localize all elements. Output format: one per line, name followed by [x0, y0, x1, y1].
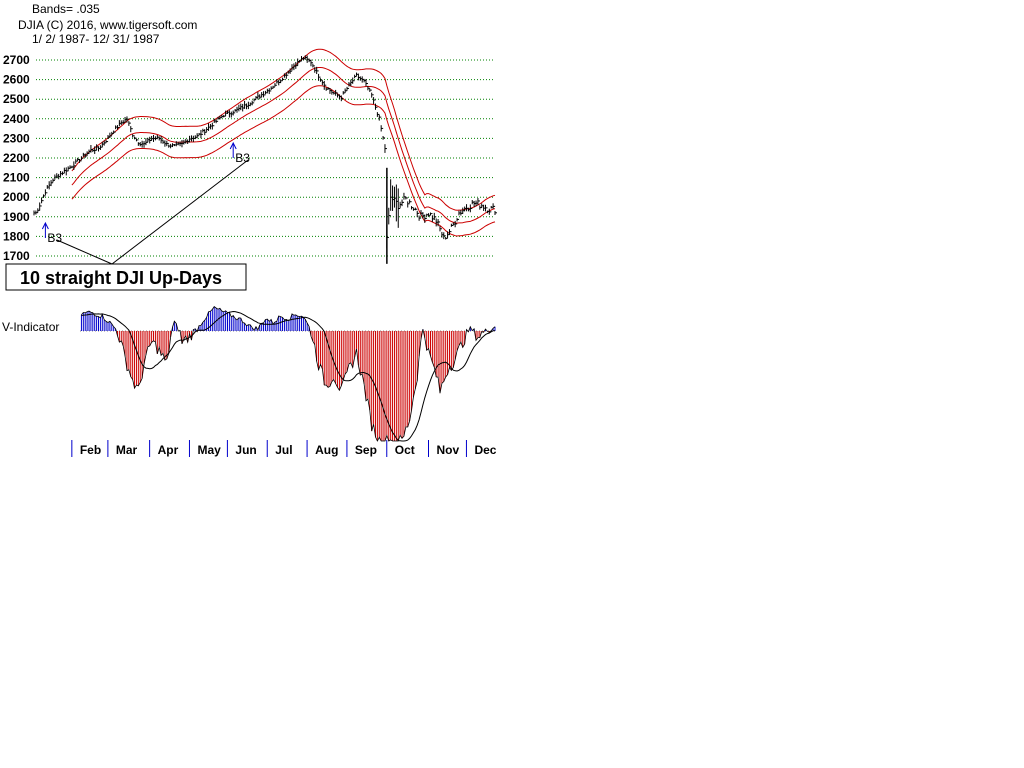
y-tick-label: 2700	[3, 53, 30, 67]
annotation-pointer-right	[111, 159, 249, 265]
moving-average	[71, 67, 496, 224]
indicator-label: V-Indicator	[2, 320, 59, 334]
price-bars	[33, 55, 497, 264]
month-label: Feb	[80, 443, 101, 457]
y-tick-label: 2000	[3, 190, 30, 204]
chart-title: DJIA (C) 2016, www.tigersoft.com	[18, 18, 197, 32]
month-label: May	[197, 443, 221, 457]
y-tick-label: 1800	[3, 229, 30, 243]
signal-arrowhead	[229, 141, 237, 150]
v-indicator-chart	[80, 306, 496, 442]
month-label: Sep	[355, 443, 377, 457]
upper-band	[71, 48, 496, 211]
signal-label: B3	[47, 231, 62, 245]
annotation-box	[5, 263, 247, 291]
annotation: 10 straight DJI Up-Days	[5, 159, 249, 291]
price-grid	[36, 59, 495, 257]
y-tick-label: 2600	[3, 73, 30, 87]
month-label: Mar	[116, 443, 138, 457]
y-tick-label: 2500	[3, 92, 30, 106]
date-range: 1/ 2/ 1987- 12/ 31/ 1987	[32, 32, 160, 46]
month-label: Apr	[158, 443, 179, 457]
annotation-text: 10 straight DJI Up-Days	[20, 268, 222, 288]
month-label: Oct	[395, 443, 415, 457]
price-bands	[71, 48, 496, 237]
signal-arrowhead	[41, 221, 49, 230]
month-axis: Feb Mar Apr May Jun Jul Aug Sep Oct Nov Dec	[71, 440, 497, 457]
price-axis-ticks: 1700 1800 1900 2000 2100 2200 2300 2400 2500 2600…	[3, 53, 30, 263]
y-tick-label: 2200	[3, 151, 30, 165]
month-label: Nov	[436, 443, 459, 457]
y-tick-label: 1900	[3, 210, 30, 224]
bands-label: Bands= .035	[32, 2, 100, 16]
annotation-pointer-left	[56, 239, 113, 265]
y-tick-label: 1700	[3, 249, 30, 263]
month-label: Jul	[275, 443, 292, 457]
month-label: Dec	[474, 443, 496, 457]
signal-label: B3	[235, 151, 250, 165]
y-tick-label: 2100	[3, 171, 30, 185]
signal-markers: B3 B3	[41, 141, 250, 245]
y-tick-label: 2300	[3, 131, 30, 145]
month-label: Aug	[315, 443, 338, 457]
indicator-average-line	[81, 310, 496, 442]
month-label: Jun	[235, 443, 256, 457]
y-tick-label: 2400	[3, 112, 30, 126]
